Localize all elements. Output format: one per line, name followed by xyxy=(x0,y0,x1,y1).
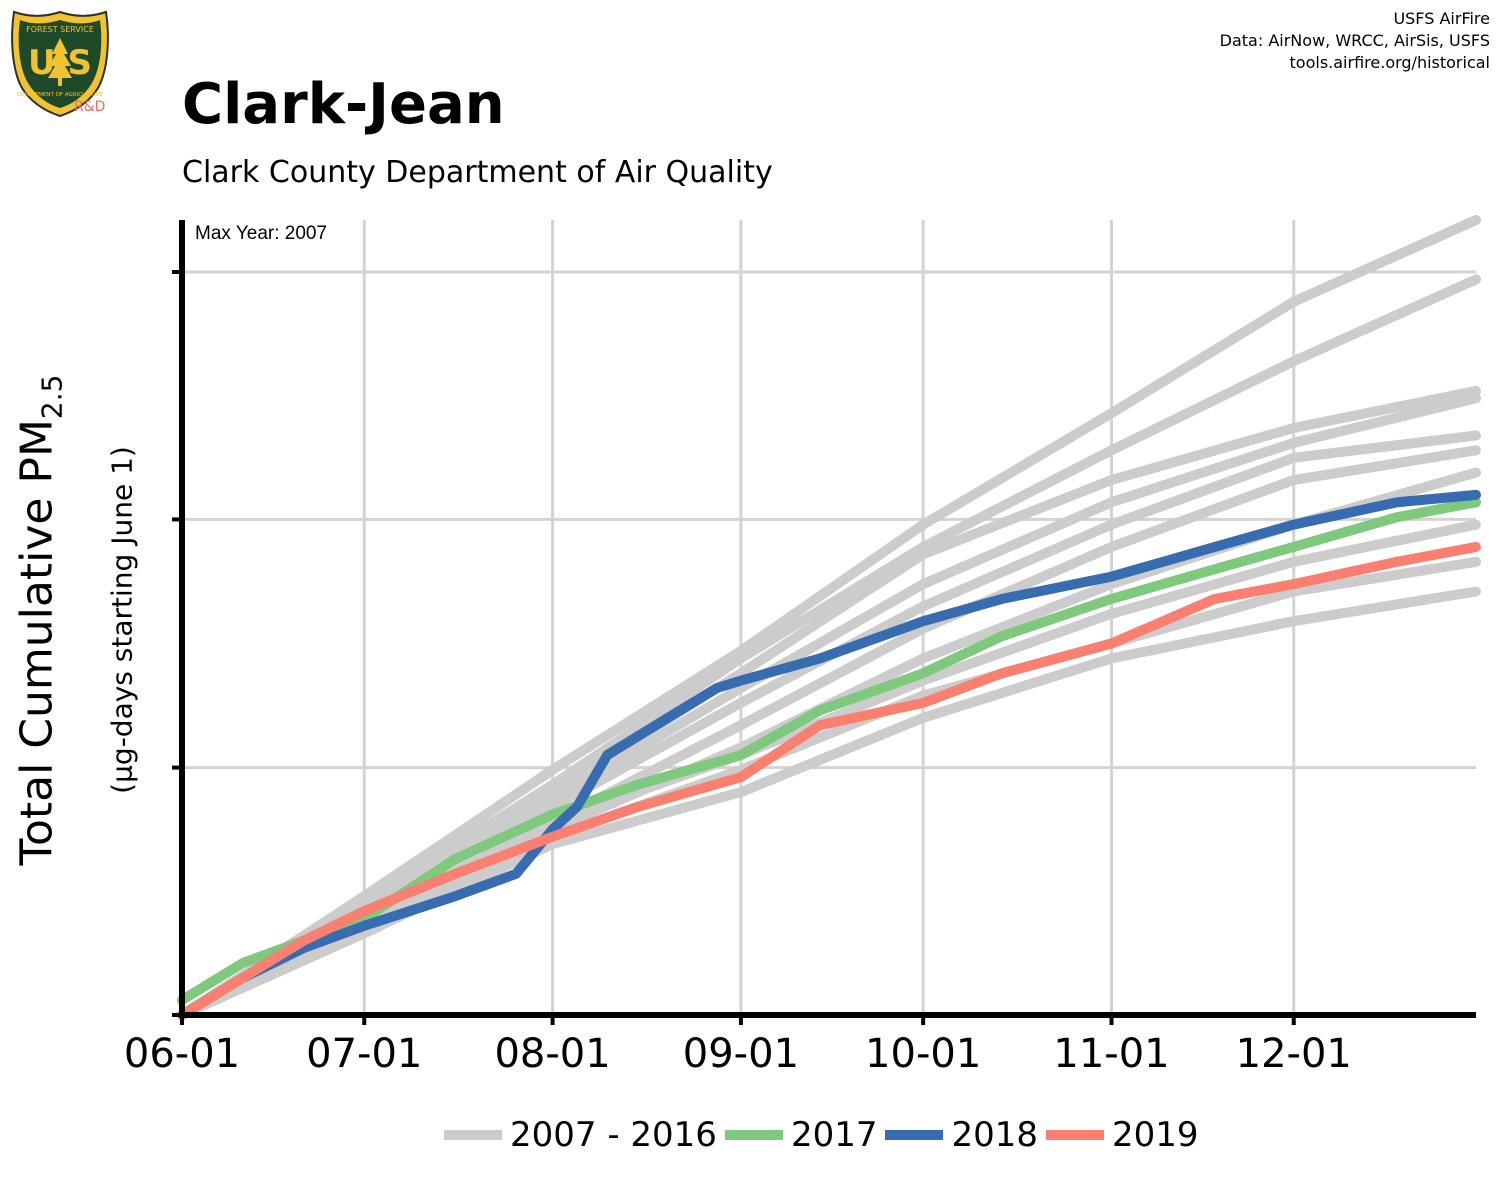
page-subtitle: Clark County Department of Air Quality xyxy=(182,155,773,190)
legend-swatch xyxy=(444,1130,502,1140)
x-tick-label: 09-01 xyxy=(683,1031,799,1077)
legend-label: 2017 xyxy=(790,1115,878,1155)
credit-line: Data: AirNow, WRCC, AirSis, USFS xyxy=(1219,31,1490,50)
legend-item: 2019 xyxy=(1046,1115,1199,1155)
logo-badge: R&D xyxy=(74,99,106,115)
x-tick-label: 08-01 xyxy=(494,1031,610,1077)
chart-legend: 2007 - 2016 2017 2018 2019 xyxy=(444,1112,1207,1158)
series-line xyxy=(177,385,1481,1020)
series-line xyxy=(177,215,1481,1020)
legend-swatch xyxy=(724,1130,783,1140)
legend-label: 2019 xyxy=(1112,1115,1199,1155)
logo-top-text: FOREST SERVICE xyxy=(26,25,94,34)
x-tick-label: 12-01 xyxy=(1236,1031,1352,1077)
series-line xyxy=(177,489,1481,1020)
legend-label: 2007 - 2016 xyxy=(510,1115,717,1155)
series-line xyxy=(177,556,1481,1020)
credit-line: USFS AirFire xyxy=(1393,9,1490,28)
chart-tick-labels: 06-01 07-01 08-01 09-01 10-01 11-01 12-01 xyxy=(124,1015,1352,1077)
legend-item: 2007 - 2016 xyxy=(444,1115,717,1155)
x-tick-label: 10-01 xyxy=(865,1031,981,1077)
legend-swatch xyxy=(885,1130,944,1140)
x-tick-label: 06-01 xyxy=(124,1031,240,1077)
max-year-annotation: Max Year: 2007 xyxy=(195,223,327,244)
legend-label: 2018 xyxy=(951,1115,1039,1155)
series-line xyxy=(177,541,1481,1020)
legend-item: 2018 xyxy=(885,1115,1038,1155)
logo-bottom-text: DEPARTMENT OF AGRICULTURE xyxy=(17,92,104,98)
usfs-shield-icon: FOREST SERVICE U S DEPARTMENT OF AGRICUL… xyxy=(11,10,109,118)
credits: USFS AirFire Data: AirNow, WRCC, AirSis,… xyxy=(1220,8,1490,74)
x-tick-label: 07-01 xyxy=(306,1031,422,1077)
page-title: Clark-Jean xyxy=(182,72,505,137)
x-tick-label: 11-01 xyxy=(1053,1031,1169,1077)
credit-line: tools.airfire.org/historical xyxy=(1289,53,1490,72)
legend-item: 2017 xyxy=(724,1115,878,1155)
chart-series xyxy=(177,215,1481,1020)
legend-swatch xyxy=(1046,1130,1105,1140)
